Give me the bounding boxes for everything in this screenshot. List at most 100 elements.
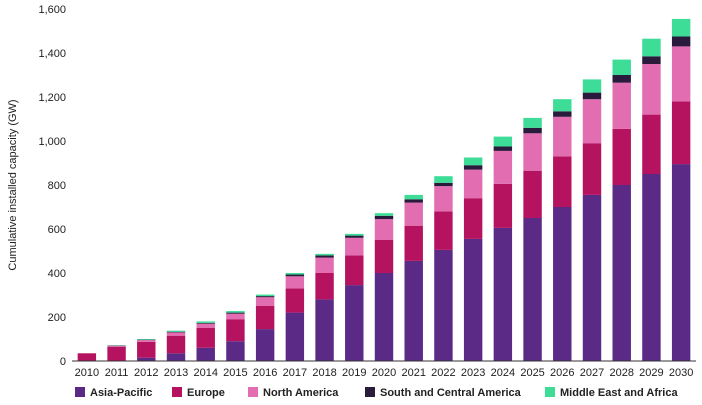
bar-segment bbox=[434, 211, 453, 250]
bar-segment bbox=[523, 133, 542, 171]
bar-segment bbox=[255, 294, 275, 297]
bar-segment bbox=[315, 253, 334, 256]
x-tick-label: 2025 bbox=[520, 367, 544, 379]
bar-segment bbox=[226, 319, 245, 342]
bar-segment bbox=[285, 312, 305, 361]
y-tick-label: 400 bbox=[48, 268, 66, 280]
bar-segment bbox=[374, 215, 394, 220]
legend-swatch bbox=[75, 387, 85, 397]
bar-segment bbox=[345, 255, 364, 286]
x-tick-label: 2023 bbox=[461, 367, 485, 379]
bar-segment bbox=[166, 332, 186, 336]
bar-segment bbox=[196, 347, 215, 361]
bar-segment bbox=[226, 311, 245, 313]
y-tick-label: 600 bbox=[48, 224, 66, 236]
bar-segment bbox=[404, 194, 423, 200]
bar-segment bbox=[285, 288, 305, 313]
bar-segment bbox=[523, 170, 542, 218]
bar-segment bbox=[345, 237, 364, 256]
x-tick-label: 2024 bbox=[491, 367, 515, 379]
bar-segment bbox=[315, 255, 334, 258]
bar-segment bbox=[582, 194, 602, 361]
bar-segment bbox=[671, 101, 691, 165]
x-tick-label: 2022 bbox=[431, 367, 455, 379]
legend-swatch bbox=[248, 387, 258, 397]
bar-segment bbox=[493, 136, 513, 147]
bar-segment bbox=[345, 285, 364, 361]
bar-segment bbox=[612, 128, 631, 185]
bar-segment bbox=[77, 353, 97, 361]
legend-label: Asia-Pacific bbox=[90, 387, 152, 399]
legend-swatch bbox=[545, 387, 555, 397]
bar-segment bbox=[493, 183, 513, 228]
bar-segment bbox=[345, 233, 364, 236]
bar-segment bbox=[226, 312, 245, 314]
bar-segment bbox=[166, 331, 186, 333]
bar-segment bbox=[374, 219, 394, 240]
bar-segment bbox=[671, 36, 691, 47]
bar-segment bbox=[642, 114, 661, 174]
legend-swatch bbox=[365, 387, 375, 397]
bar-segment bbox=[137, 357, 156, 361]
bar-segment bbox=[523, 127, 542, 134]
bar-segment bbox=[553, 207, 572, 361]
bar-segment bbox=[255, 297, 275, 306]
bar-segment bbox=[493, 150, 513, 184]
bar-segment bbox=[255, 306, 275, 330]
bar-segment bbox=[582, 92, 602, 100]
bar-segment bbox=[434, 182, 453, 187]
bar-segment bbox=[612, 75, 631, 83]
bar-segment bbox=[315, 299, 334, 361]
bar-segment bbox=[166, 353, 186, 361]
bar-segment bbox=[374, 240, 394, 273]
x-tick-label: 2015 bbox=[223, 367, 247, 379]
bar-segment bbox=[434, 249, 453, 361]
bar-segment bbox=[612, 82, 631, 129]
bar-segment bbox=[374, 273, 394, 361]
bar-segment bbox=[434, 176, 453, 183]
legend-label: North America bbox=[263, 387, 339, 399]
bar-segment bbox=[493, 146, 513, 151]
legend-label: Middle East and Africa bbox=[560, 387, 678, 399]
bar-segment bbox=[582, 143, 602, 195]
bar-segment bbox=[671, 46, 691, 102]
x-tick-label: 2010 bbox=[75, 367, 99, 379]
y-tick-label: 800 bbox=[48, 180, 66, 192]
bar-segment bbox=[226, 313, 245, 320]
bar-segment bbox=[642, 64, 661, 115]
bar-segment bbox=[345, 235, 364, 238]
bar-segment bbox=[463, 157, 483, 166]
bar-segment bbox=[671, 164, 691, 361]
x-tick-label: 2028 bbox=[609, 367, 633, 379]
bar-segment bbox=[137, 339, 156, 340]
x-tick-label: 2030 bbox=[669, 367, 693, 379]
bar-segment bbox=[285, 273, 305, 275]
y-tick-label: 0 bbox=[60, 356, 66, 368]
legend-label: South and Central America bbox=[380, 387, 522, 399]
bar-segment bbox=[255, 296, 275, 298]
x-tick-label: 2021 bbox=[401, 367, 425, 379]
bar-segment bbox=[374, 213, 394, 216]
x-tick-label: 2020 bbox=[372, 367, 396, 379]
bar-segment bbox=[137, 341, 156, 358]
bar-segment bbox=[553, 99, 572, 112]
bar-segment bbox=[107, 346, 126, 347]
bar-segment bbox=[463, 165, 483, 170]
legend-label: Europe bbox=[187, 387, 225, 399]
x-tick-label: 2027 bbox=[580, 367, 604, 379]
bar-segment bbox=[612, 185, 631, 361]
bar-segment bbox=[107, 346, 126, 361]
bar-segment bbox=[226, 341, 245, 361]
x-tick-label: 2017 bbox=[283, 367, 307, 379]
x-tick-label: 2013 bbox=[164, 367, 188, 379]
bar-segment bbox=[404, 199, 423, 203]
bar-segment bbox=[523, 117, 542, 128]
bar-segment bbox=[582, 79, 602, 93]
bar-segment bbox=[166, 330, 186, 332]
x-tick-label: 2014 bbox=[193, 367, 217, 379]
bar-segment bbox=[642, 56, 661, 64]
x-tick-label: 2012 bbox=[134, 367, 158, 379]
x-tick-label: 2026 bbox=[550, 367, 574, 379]
y-tick-label: 200 bbox=[48, 312, 66, 324]
